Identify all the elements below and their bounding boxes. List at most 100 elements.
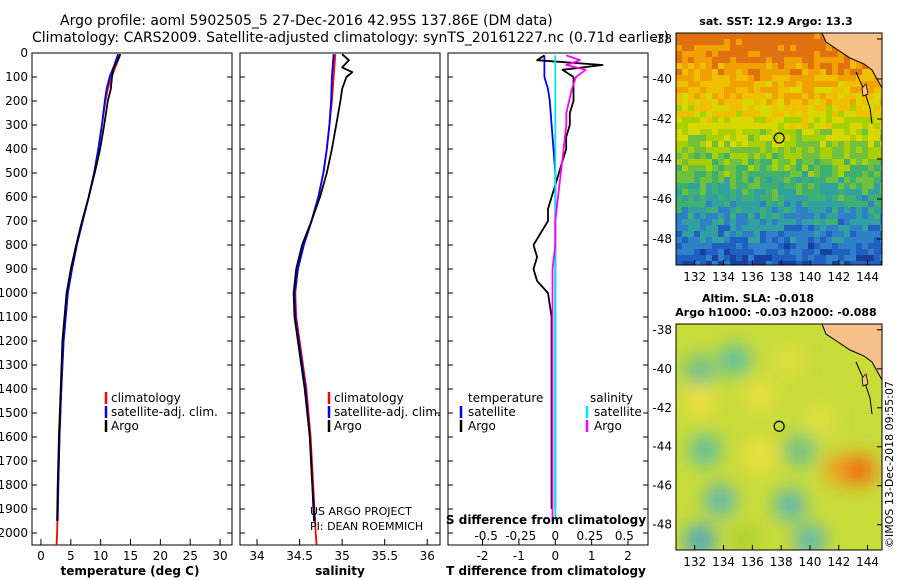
sst-cell xyxy=(688,39,694,45)
sst-cell xyxy=(850,255,856,261)
sst-cell xyxy=(700,69,706,75)
sst-cell xyxy=(850,177,856,183)
sst-map-frame xyxy=(675,32,883,266)
sst-cell xyxy=(862,75,868,81)
sst-cell xyxy=(712,213,718,219)
sst-cell xyxy=(862,213,868,219)
sst-cell xyxy=(682,123,688,129)
sst-cell xyxy=(754,183,760,189)
sst-cell xyxy=(796,105,802,111)
sst-cell xyxy=(700,129,706,135)
sst-cell xyxy=(772,237,778,243)
sst-cell xyxy=(814,117,820,123)
sst-cell xyxy=(736,105,742,111)
sst-cell xyxy=(754,45,760,51)
sst-cell xyxy=(778,189,784,195)
sst-cell xyxy=(880,117,882,123)
sst-cell xyxy=(742,51,748,57)
sst-cell xyxy=(772,111,778,117)
sst-cell xyxy=(838,105,844,111)
sst-cell xyxy=(694,213,700,219)
sst-cell xyxy=(694,189,700,195)
sst-cell xyxy=(826,111,832,117)
sst-cell xyxy=(766,255,772,261)
sst-cell xyxy=(766,141,772,147)
lon-tick-label: 138 xyxy=(770,270,793,284)
sst-cell xyxy=(730,195,736,201)
sst-cell xyxy=(856,171,862,177)
sst-cell xyxy=(844,189,850,195)
sst-cell xyxy=(796,51,802,57)
sst-cell xyxy=(724,63,730,69)
sst-cell xyxy=(856,159,862,165)
sst-cell xyxy=(874,171,880,177)
sst-cell xyxy=(694,87,700,93)
sst-cell xyxy=(826,147,832,153)
sst-cell xyxy=(832,105,838,111)
sst-cell xyxy=(880,249,882,255)
sst-cell xyxy=(820,171,826,177)
sst-cell xyxy=(754,39,760,45)
sst-cell xyxy=(706,117,712,123)
sst-cell xyxy=(778,213,784,219)
sst-cell xyxy=(808,153,814,159)
sst-cell xyxy=(742,243,748,249)
sst-cell xyxy=(772,171,778,177)
sst-cell xyxy=(760,93,766,99)
sst-cell xyxy=(832,99,838,105)
sst-cell xyxy=(838,189,844,195)
sst-cell xyxy=(808,135,814,141)
sst-cell xyxy=(868,87,874,93)
sst-cell xyxy=(706,207,712,213)
sst-cell xyxy=(754,123,760,129)
sst-cell xyxy=(718,213,724,219)
sst-cell xyxy=(874,213,880,219)
sst-cell xyxy=(736,117,742,123)
sst-cell xyxy=(724,261,730,265)
sst-cell xyxy=(880,219,882,225)
sst-cell xyxy=(784,165,790,171)
sst-cell xyxy=(838,111,844,117)
sst-cell xyxy=(688,195,694,201)
sst-cell xyxy=(700,33,706,39)
sst-cell xyxy=(832,201,838,207)
lat-tick-label: -40 xyxy=(652,362,672,376)
sst-cell xyxy=(706,177,712,183)
sla-map-subtitle: Argo h1000: -0.03 h2000: -0.088 xyxy=(675,306,876,319)
sst-cell xyxy=(862,261,868,265)
sst-cell xyxy=(706,63,712,69)
sst-cell xyxy=(682,111,688,117)
sst-cell xyxy=(796,237,802,243)
sst-cell xyxy=(760,225,766,231)
sst-cell xyxy=(790,201,796,207)
sst-cell xyxy=(694,63,700,69)
sst-cell xyxy=(718,45,724,51)
sst-cell xyxy=(856,243,862,249)
sst-cell xyxy=(856,63,862,69)
sst-cell xyxy=(718,69,724,75)
sst-cell xyxy=(826,69,832,75)
sst-cell xyxy=(736,69,742,75)
sst-cell xyxy=(766,57,772,63)
sst-cell xyxy=(772,129,778,135)
sst-cell xyxy=(712,117,718,123)
sst-cell xyxy=(802,249,808,255)
lat-tick-label: -38 xyxy=(652,32,672,46)
sst-cell xyxy=(778,165,784,171)
sst-cell xyxy=(826,255,832,261)
sst-cell xyxy=(832,219,838,225)
sst-cell xyxy=(790,231,796,237)
sst-cell xyxy=(802,81,808,87)
sst-cell xyxy=(748,171,754,177)
sst-cell xyxy=(814,165,820,171)
sst-cell xyxy=(880,147,882,153)
sst-cell xyxy=(682,213,688,219)
sst-cell xyxy=(694,255,700,261)
sst-cell xyxy=(832,141,838,147)
sst-cell xyxy=(688,87,694,93)
sst-cell xyxy=(730,159,736,165)
depth-tick-label: 100 xyxy=(5,70,28,84)
sst-cell xyxy=(880,141,882,147)
sst-cell xyxy=(844,105,850,111)
sst-cell xyxy=(730,45,736,51)
